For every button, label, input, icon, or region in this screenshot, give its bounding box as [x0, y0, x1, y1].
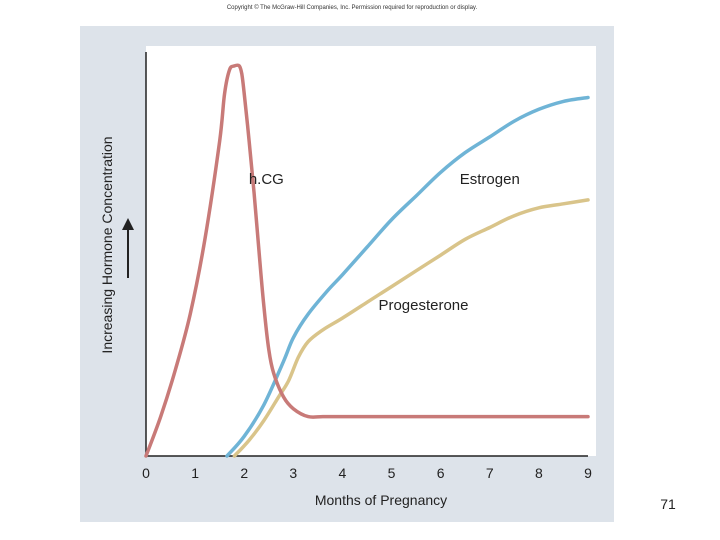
y-axis-label: Increasing Hormone Concentration	[99, 136, 115, 353]
labels-layer: h.CG Estrogen Progesterone	[249, 171, 520, 314]
x-tick-label: 9	[584, 465, 592, 481]
x-tick-label: 1	[191, 465, 199, 481]
series-layer	[144, 63, 590, 458]
x-tick-label: 5	[388, 465, 396, 481]
x-axis-label: Months of Pregnancy	[315, 492, 447, 508]
up-arrow-head-icon	[122, 218, 134, 230]
x-tick-label: 6	[437, 465, 445, 481]
series-label: h.CG	[249, 171, 284, 188]
series-label: Progesterone	[378, 297, 468, 314]
series-label: Estrogen	[460, 171, 520, 188]
hcg-line	[144, 63, 590, 458]
x-tick-label: 8	[535, 465, 543, 481]
x-tick-label: 2	[240, 465, 248, 481]
x-tick-label: 0	[142, 465, 150, 481]
axes: 0 1 2 3 4 5 6 7 8 9 Months of Pregnancy Increasing …	[99, 52, 592, 508]
x-tick-label: 4	[339, 465, 347, 481]
copyright-notice: Copyright © The McGraw-Hill Companies, I…	[226, 5, 478, 11]
estrogen-line	[225, 95, 590, 458]
x-tick-label: 7	[486, 465, 494, 481]
progesterone-line	[232, 198, 590, 458]
page-number: 71	[660, 496, 676, 512]
x-tick-label: 3	[289, 465, 297, 481]
